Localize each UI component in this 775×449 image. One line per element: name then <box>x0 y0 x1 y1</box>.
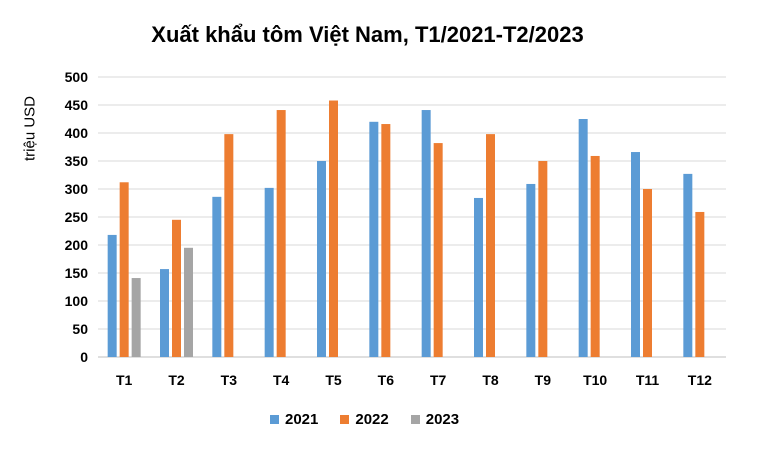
x-tick-label: T12 <box>688 372 712 388</box>
y-tick-label: 500 <box>65 69 89 85</box>
legend-item-2022: 2022 <box>340 411 389 428</box>
bar-2021-T3 <box>212 196 222 357</box>
x-tick-label: T9 <box>535 372 552 388</box>
x-tick-label: T1 <box>116 372 133 388</box>
bar-2023-T2 <box>184 247 193 357</box>
legend-label: 2022 <box>355 411 389 428</box>
y-tick-label: 300 <box>65 181 89 197</box>
legend-swatch <box>410 415 420 424</box>
bar-2022-T2 <box>172 219 181 357</box>
y-tick-label: 350 <box>65 153 89 169</box>
bar-2022-T3 <box>224 134 234 357</box>
x-tick-label: T7 <box>430 372 447 388</box>
bar-2022-T12 <box>695 211 705 357</box>
bar-2022-T5 <box>329 100 338 358</box>
bar-2022-T11 <box>643 189 652 357</box>
x-tick-label: T4 <box>273 372 290 388</box>
legend-label: 2021 <box>285 411 319 428</box>
x-tick-label: T11 <box>636 372 660 388</box>
bar-2022-T7 <box>433 143 443 357</box>
x-tick-label: T6 <box>378 372 395 388</box>
legend-swatch <box>340 415 350 424</box>
x-tick-label: T5 <box>325 372 342 388</box>
bar-2022-T10 <box>590 155 600 357</box>
bar-2021-T11 <box>631 152 640 357</box>
y-tick-label: 400 <box>65 125 89 141</box>
y-tick-label: 250 <box>65 209 89 225</box>
bar-2021-T1 <box>107 234 117 357</box>
bar-2021-T12 <box>683 173 693 357</box>
legend-label: 2023 <box>425 411 460 428</box>
bar-2021-T9 <box>526 183 536 357</box>
bar-2021-T10 <box>578 119 588 357</box>
y-tick-label: 450 <box>65 97 89 113</box>
bar-2022-T6 <box>381 124 391 357</box>
chart-title: Xuất khẩu tôm Việt Nam, T1/2021-T2/2023 <box>151 22 584 47</box>
bar-2021-T4 <box>264 187 274 357</box>
y-tick-label: 150 <box>65 265 89 281</box>
bar-2022-T9 <box>538 161 548 357</box>
x-tick-label: T2 <box>168 372 185 388</box>
legend-swatch <box>270 415 279 424</box>
bar-2021-T7 <box>421 110 431 357</box>
bar-2022-T1 <box>119 182 129 357</box>
y-tick-label: 0 <box>80 349 88 365</box>
x-tick-label: T10 <box>583 372 607 388</box>
y-tick-label: 50 <box>72 321 88 337</box>
bar-2022-T4 <box>276 110 286 357</box>
bar-2023-T1 <box>131 278 141 357</box>
bar-2021-T2 <box>160 269 169 357</box>
y-tick-label: 100 <box>65 293 89 309</box>
x-tick-label: T8 <box>482 372 499 388</box>
bar-2022-T8 <box>486 134 495 357</box>
x-tick-label: T3 <box>221 372 238 388</box>
legend-item-2021: 2021 <box>270 411 318 428</box>
legend: 2021 2022 2023 <box>270 411 459 428</box>
bar-2021-T8 <box>474 197 483 357</box>
bar-2021-T5 <box>317 161 326 357</box>
bar-2021-T6 <box>369 121 379 357</box>
y-tick-label: 200 <box>65 237 89 253</box>
legend-item-2023: 2023 <box>410 411 460 428</box>
